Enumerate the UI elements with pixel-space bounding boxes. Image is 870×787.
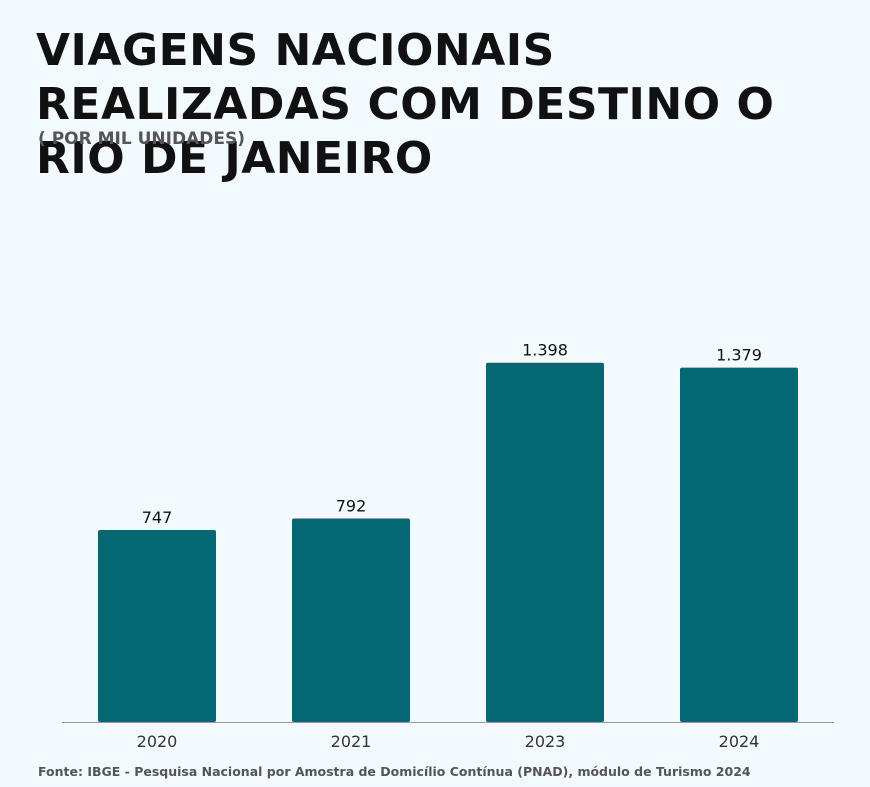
x-tick-label-2020: 2020 — [137, 732, 178, 751]
value-label-2021: 792 — [336, 496, 367, 515]
bar-2024 — [680, 367, 798, 722]
bar-2021 — [292, 518, 410, 722]
chart-subtitle: ( POR MIL UNIDADES) — [38, 129, 245, 149]
x-tick-label-2024: 2024 — [719, 732, 760, 751]
value-label-2020: 747 — [142, 508, 173, 527]
value-labels-group: 747 792 1.398 1.379 — [142, 341, 762, 527]
bars-group — [98, 362, 798, 722]
x-tick-label-2023: 2023 — [525, 732, 566, 751]
bar-2020 — [98, 530, 216, 722]
bar-2023 — [486, 362, 604, 722]
x-tick-labels-group: 2020 2021 2023 2024 — [137, 732, 760, 751]
value-label-2024: 1.379 — [716, 346, 762, 365]
source-note: Fonte: IBGE - Pesquisa Nacional por Amos… — [38, 764, 751, 779]
chart-title: VIAGENS NACIONAIS REALIZADAS COM DESTINO… — [36, 25, 775, 184]
x-tick-label-2021: 2021 — [331, 732, 372, 751]
value-label-2023: 1.398 — [522, 341, 568, 360]
